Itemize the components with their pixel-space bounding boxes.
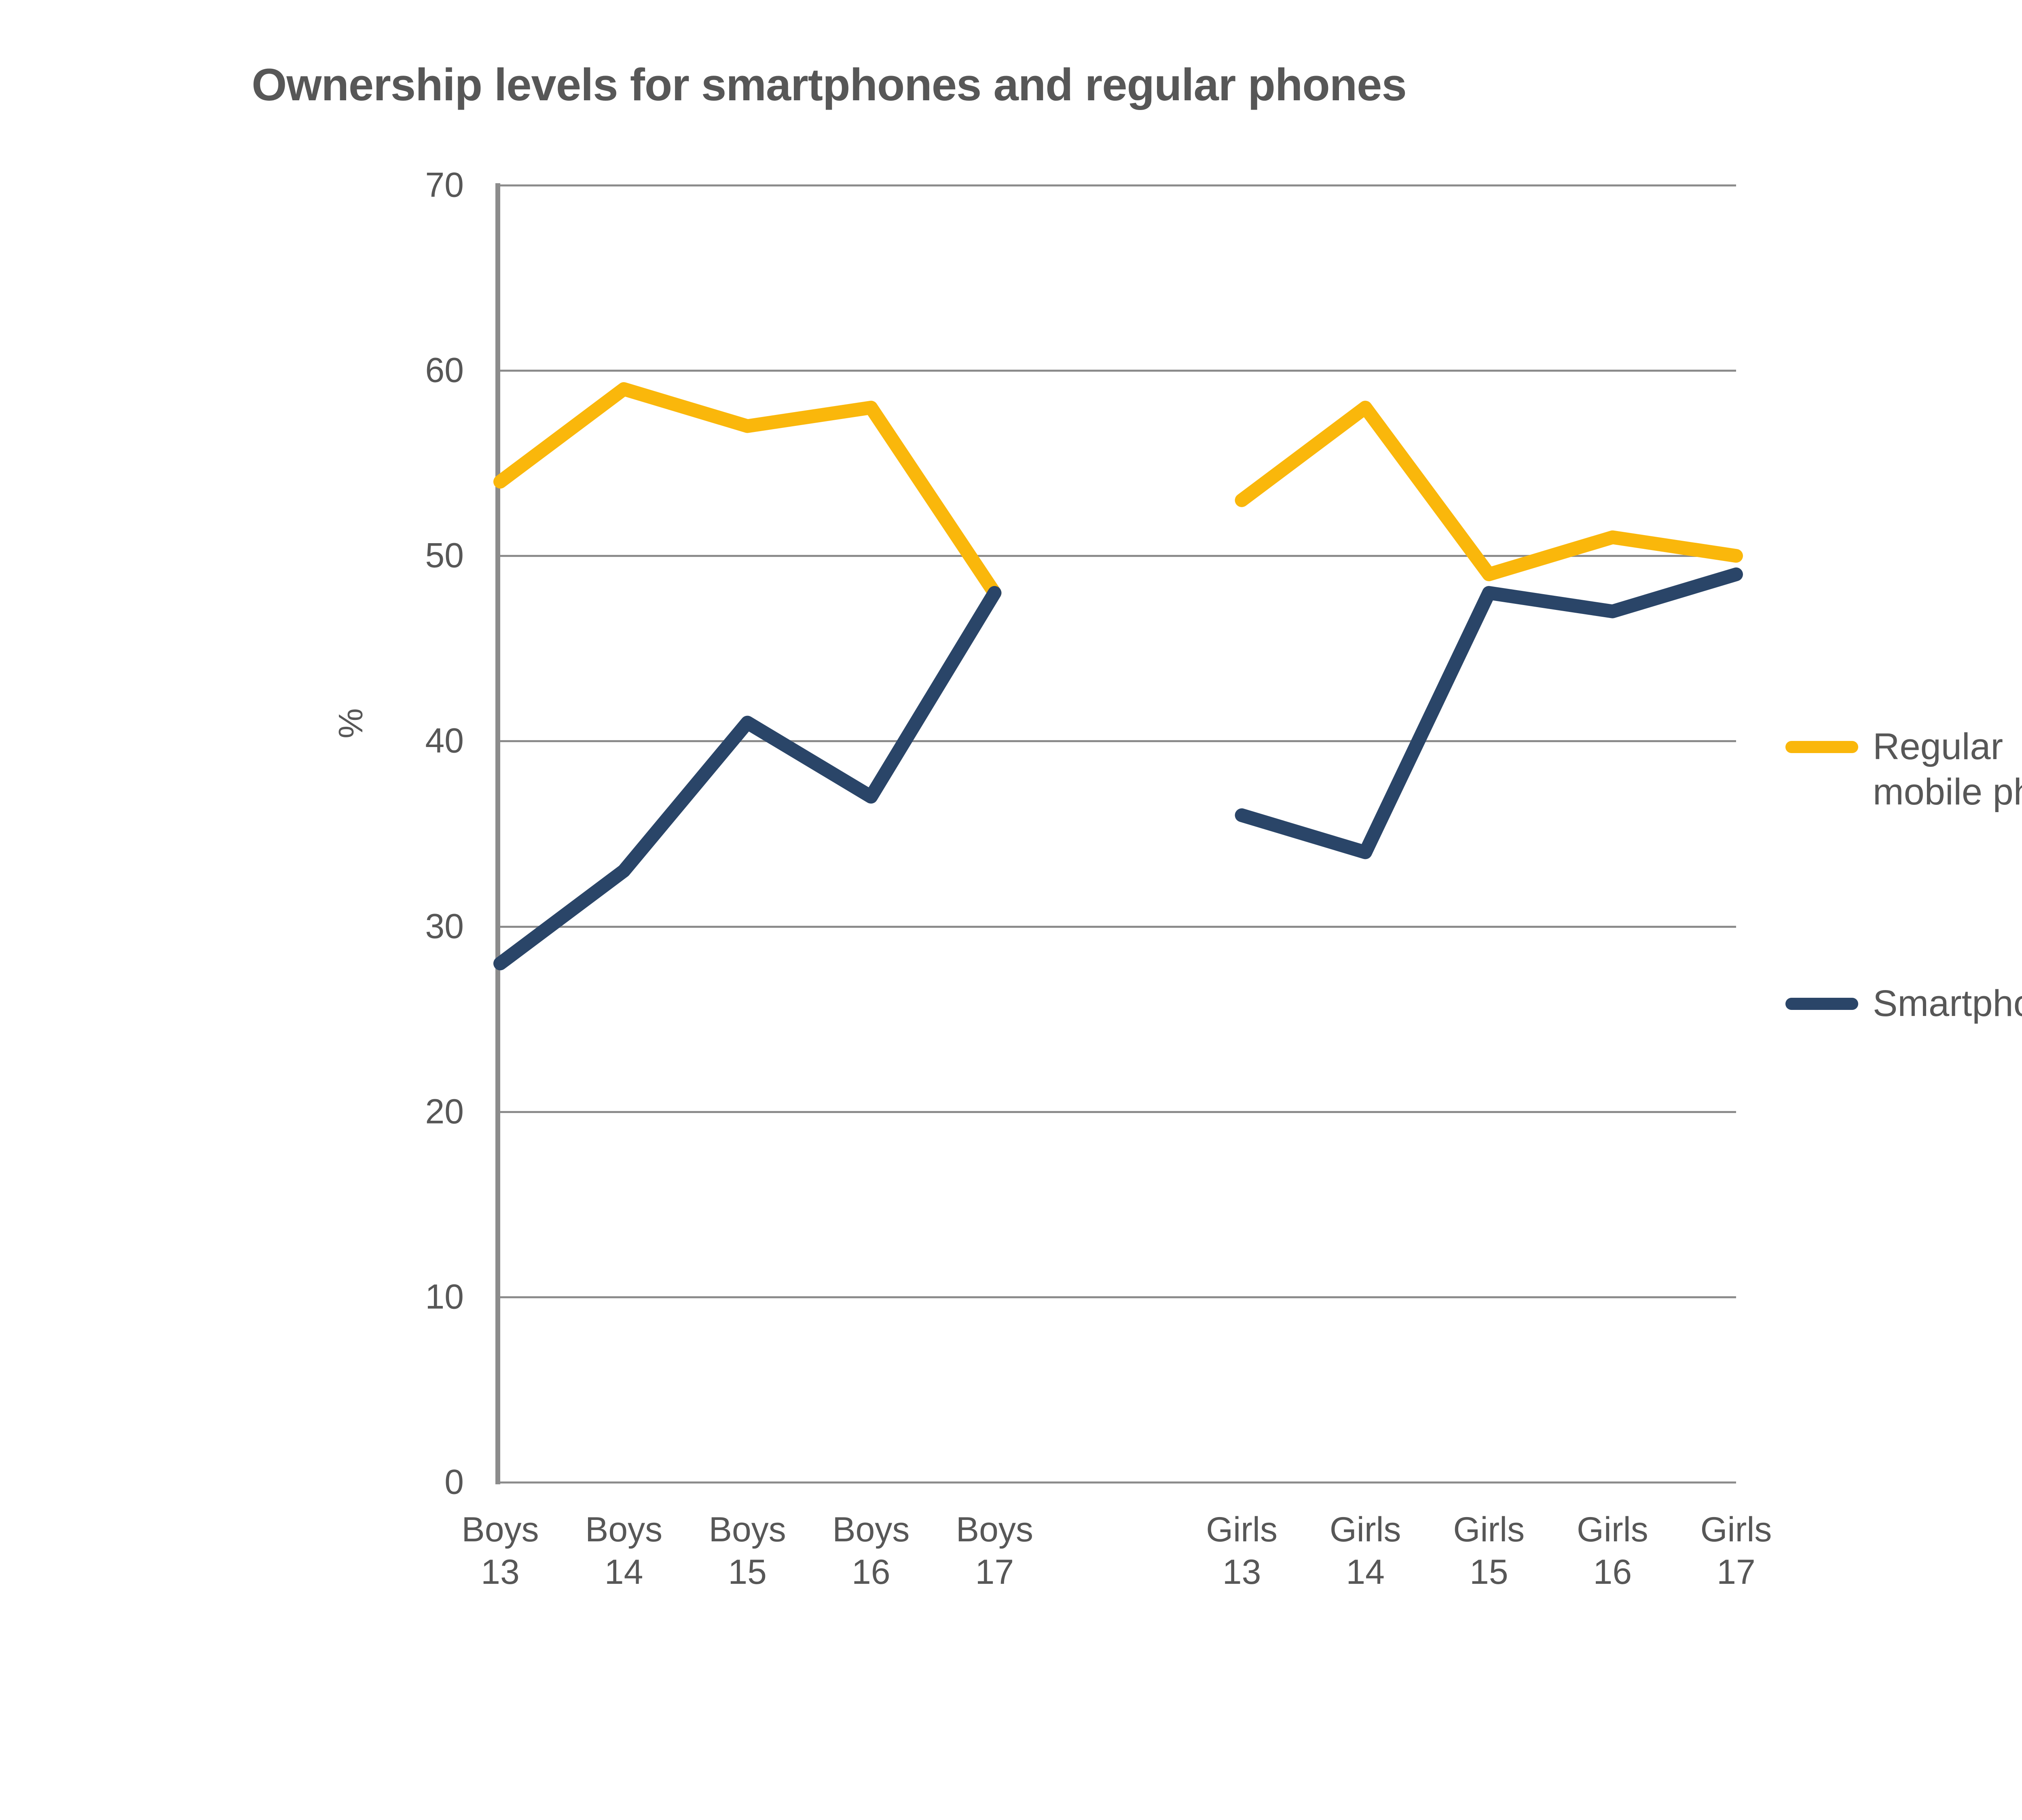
- legend-swatch-regular-mobile-phone: [1785, 741, 1858, 753]
- legend-item-regular-mobile-phone[interactable]: Regular mobile phone: [1785, 724, 2022, 815]
- gridline: [500, 370, 1736, 372]
- series-line-smartphone: [1235, 567, 1743, 859]
- y-axis-tick-label: 0: [444, 1462, 464, 1502]
- gridline: [500, 925, 1736, 928]
- x-axis-tick-label: Girls 13: [1206, 1510, 1277, 1591]
- gridline: [500, 555, 1736, 557]
- y-axis-line: [495, 183, 500, 1484]
- x-axis-tick-label: Boys 16: [832, 1510, 910, 1591]
- gridline: [500, 184, 1736, 186]
- gridline: [500, 740, 1736, 743]
- legend-label-regular-mobile-phone: Regular mobile phone: [1873, 726, 2022, 813]
- y-axis-tick-label: 60: [425, 351, 464, 390]
- y-axis-tick-label: 50: [425, 536, 464, 575]
- gridline: [500, 1111, 1736, 1113]
- gridline: [500, 1481, 1736, 1484]
- x-axis-tick-label: Boys 17: [956, 1510, 1033, 1591]
- x-axis-tick-label: Girls 16: [1577, 1510, 1648, 1591]
- y-axis-tick-label: 40: [425, 721, 464, 760]
- x-axis-tick-label: Girls 15: [1453, 1510, 1525, 1591]
- legend-label-smartphone: Smartphone: [1873, 983, 2022, 1024]
- y-axis-tick-label: 70: [425, 165, 464, 205]
- x-axis-tick-label: Girls 17: [1700, 1510, 1772, 1591]
- series-line-regular-mobile-phone: [493, 382, 1002, 600]
- chart-title: Ownership levels for smartphones and reg…: [252, 59, 1407, 110]
- x-axis-tick-label: Boys 15: [709, 1510, 786, 1591]
- series-line-smartphone: [493, 586, 1002, 971]
- y-axis-tick-label: 30: [425, 907, 464, 946]
- series-line-regular-mobile-phone: [1235, 400, 1743, 582]
- y-axis-tick-label: 10: [425, 1277, 464, 1316]
- legend-item-smartphone[interactable]: Smartphone: [1785, 981, 2022, 1026]
- gridline: [500, 1296, 1736, 1298]
- y-axis-tick-label: 20: [425, 1092, 464, 1131]
- legend-swatch-smartphone: [1785, 998, 1858, 1010]
- x-axis-tick-label: Girls 14: [1329, 1510, 1401, 1591]
- x-axis-tick-label: Boys 13: [461, 1510, 539, 1591]
- x-axis-tick-label: Boys 14: [585, 1510, 663, 1591]
